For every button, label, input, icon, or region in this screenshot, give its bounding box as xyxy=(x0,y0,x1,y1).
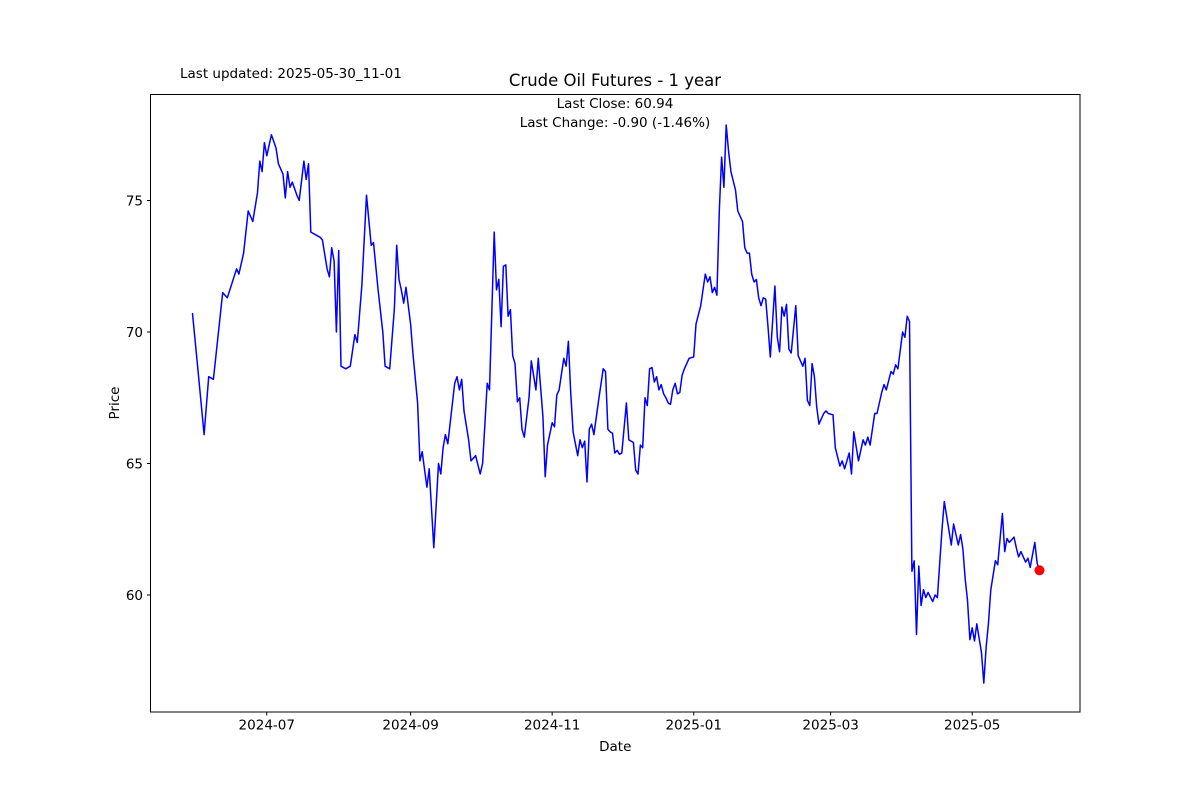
chart-title: Crude Oil Futures - 1 year xyxy=(508,71,722,90)
x-axis-label: Date xyxy=(599,739,631,755)
last-change-annotation: Last Change: -0.90 (-1.46%) xyxy=(519,115,711,131)
x-tick-label: 2024-11 xyxy=(524,718,580,734)
y-tick-label: 75 xyxy=(126,193,143,209)
y-tick-label: 65 xyxy=(126,456,143,472)
price-line xyxy=(191,124,1041,684)
axes-frame xyxy=(150,94,1081,713)
x-tick-label: 2024-09 xyxy=(382,718,438,734)
y-axis-label: Price xyxy=(107,387,123,420)
last-close-annotation: Last Close: 60.94 xyxy=(556,96,674,112)
x-tick-label: 2024-07 xyxy=(239,718,295,734)
x-tick-label: 2025-01 xyxy=(666,718,722,734)
x-tick-label: 2025-05 xyxy=(944,718,1000,734)
last-updated-annotation: Last updated: 2025-05-30_11-01 xyxy=(180,66,402,82)
y-tick-label: 60 xyxy=(126,588,143,604)
last-close-marker xyxy=(1034,565,1045,576)
x-tick-label: 2025-03 xyxy=(802,718,858,734)
y-tick-label: 70 xyxy=(126,325,143,341)
